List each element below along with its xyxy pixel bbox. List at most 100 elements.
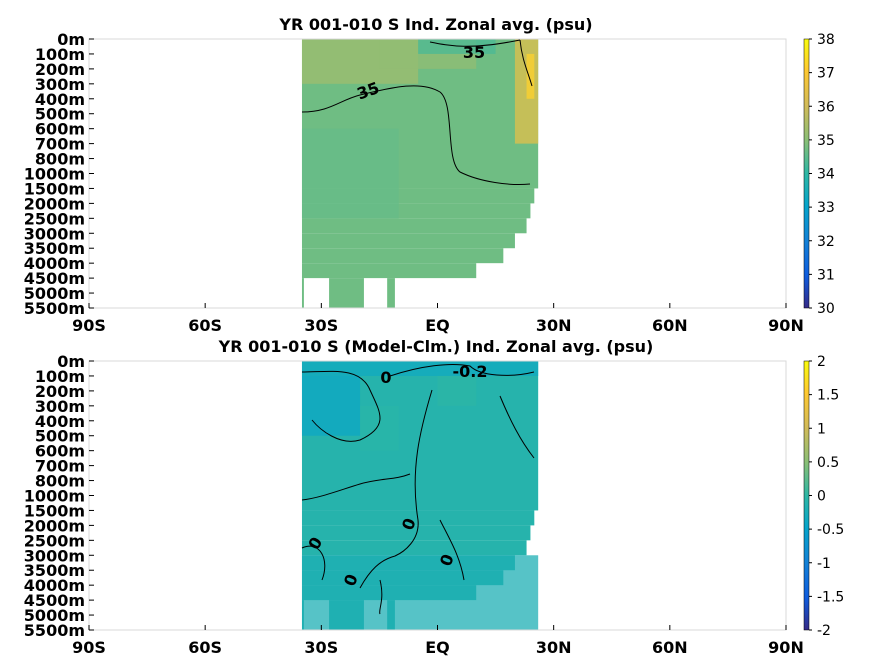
x-tick-label: EQ [425, 638, 450, 656]
y-tick-label: 1000m [24, 487, 85, 506]
ocean-cell [301, 525, 531, 541]
contour-line [359, 389, 433, 589]
y-tick-label: 1500m [24, 179, 85, 198]
y-tick-label: 0m [57, 352, 85, 371]
contour-line [301, 545, 383, 615]
panel-title: YR 001-010 S (Model-Clm.) Ind. Zonal avg… [218, 337, 654, 356]
y-tick-label: 700m [35, 457, 85, 476]
contour-label: 35 [463, 43, 485, 62]
colorbar-tick-label: 31 [817, 267, 835, 283]
x-axis: 90S 60S 30S EQ 30N 60N 90N [72, 303, 804, 335]
colorbar-tick-label: 37 [817, 66, 835, 82]
y-tick-label: 4000m [24, 576, 85, 595]
y-tick-label: 5000m [24, 284, 85, 303]
colorbar-tick-label: 1.5 [817, 388, 839, 404]
ocean-cell [329, 278, 364, 308]
colorbar-tick-label: 34 [817, 167, 835, 183]
field-region [301, 555, 539, 630]
x-tick-label: 30S [304, 638, 338, 656]
colorbar-ticks: 30 31 32 33 34 35 36 37 38 [809, 32, 835, 317]
x-tick-label: 60S [188, 316, 222, 335]
y-tick-label: 0m [57, 30, 85, 49]
y-tick-label: 3000m [24, 224, 85, 243]
y-tick-label: 100m [35, 45, 85, 64]
y-tick-label: 2000m [24, 194, 85, 213]
y-tick-label: 3500m [24, 239, 85, 258]
colorbar-tick-label: 0 [817, 489, 826, 505]
contour-line [439, 395, 535, 581]
x-tick-label: 90S [72, 316, 106, 335]
colorbar-ticks: -2 -1.5 -1 -0.5 0 0.5 1 1.5 2 [809, 354, 844, 639]
colorbar-tick-label: 38 [817, 32, 835, 48]
contour-layer [301, 39, 533, 185]
colorbar-tick-label: -0.5 [817, 522, 844, 538]
colorbar-tick-label: 33 [817, 200, 835, 216]
colorbar [803, 360, 810, 631]
y-tick-label: 3000m [24, 546, 85, 565]
x-tick-label: 60S [188, 638, 222, 656]
ocean-cell [301, 218, 527, 234]
colorbar-tick-label: -2 [817, 623, 831, 639]
y-tick-label: 400m [35, 90, 85, 109]
x-tick-label: 90S [72, 638, 106, 656]
contour-line [389, 364, 535, 377]
y-tick-label: 700m [35, 135, 85, 154]
y-tick-label: 400m [35, 412, 85, 431]
colorbar-tick-label: 0.5 [817, 455, 839, 471]
contour-layer [301, 364, 535, 615]
colorbar-tick-label: 2 [817, 354, 826, 370]
y-tick-label: 3500m [24, 561, 85, 580]
x-tick-label: 60N [652, 638, 688, 656]
y-axis: 0m100m200m300m400m500m600m700m800m1000m1… [24, 30, 94, 318]
x-tick-label: 30N [536, 316, 572, 335]
salinity-panel: YR 001-010 S Ind. Zonal avg. (psu) 90S 60… [24, 15, 835, 335]
y-tick-label: 500m [35, 105, 85, 124]
x-tick-label: 30S [304, 316, 338, 335]
x-tick-label: 60N [652, 316, 688, 335]
field-region [301, 128, 399, 219]
y-tick-label: 2500m [24, 531, 85, 550]
contour-line [429, 39, 533, 87]
heatmap-layer [301, 39, 539, 308]
ocean-cell [387, 278, 395, 308]
field-region [526, 53, 535, 99]
x-tick-label: 90N [768, 316, 804, 335]
contour-line [301, 473, 411, 501]
y-tick-label: 5500m [24, 299, 85, 318]
contour-label: 0 [380, 368, 391, 387]
y-tick-label: 100m [35, 367, 85, 386]
x-axis: 90S 60S 30S EQ 30N 60N 90N [72, 625, 804, 656]
y-tick-label: 800m [35, 150, 85, 169]
contour-line [301, 370, 381, 442]
y-tick-label: 800m [35, 472, 85, 491]
y-tick-label: 300m [35, 75, 85, 94]
ocean-cell [301, 540, 527, 556]
y-tick-label: 5500m [24, 621, 85, 640]
field-region [301, 375, 361, 436]
y-tick-label: 200m [35, 382, 85, 401]
y-tick-label: 2000m [24, 516, 85, 535]
field-region [437, 375, 477, 406]
colorbar-tick-label: 32 [817, 234, 835, 250]
contour-line [301, 85, 531, 185]
salinity-anomaly-panel: YR 001-010 S (Model-Clm.) Ind. Zonal avg… [24, 337, 845, 656]
colorbar [803, 38, 810, 309]
y-tick-label: 600m [35, 120, 85, 139]
ocean-cell [301, 263, 477, 279]
ocean-cell [301, 233, 515, 249]
colorbar-tick-label: -1.5 [817, 589, 844, 605]
colorbar-tick-label: 35 [817, 133, 835, 149]
contour-label: -0.2 [453, 362, 488, 381]
panel-title: YR 001-010 S Ind. Zonal avg. (psu) [278, 15, 592, 34]
x-tick-label: 90N [768, 638, 804, 656]
x-tick-label: EQ [425, 316, 450, 335]
y-tick-label: 1000m [24, 165, 85, 184]
colorbar-tick-label: 36 [817, 99, 835, 115]
ocean-cell [301, 278, 304, 308]
y-tick-label: 200m [35, 60, 85, 79]
y-tick-label: 5000m [24, 606, 85, 625]
y-tick-label: 1500m [24, 501, 85, 520]
colorbar-tick-label: 30 [817, 301, 835, 317]
y-tick-label: 600m [35, 442, 85, 461]
